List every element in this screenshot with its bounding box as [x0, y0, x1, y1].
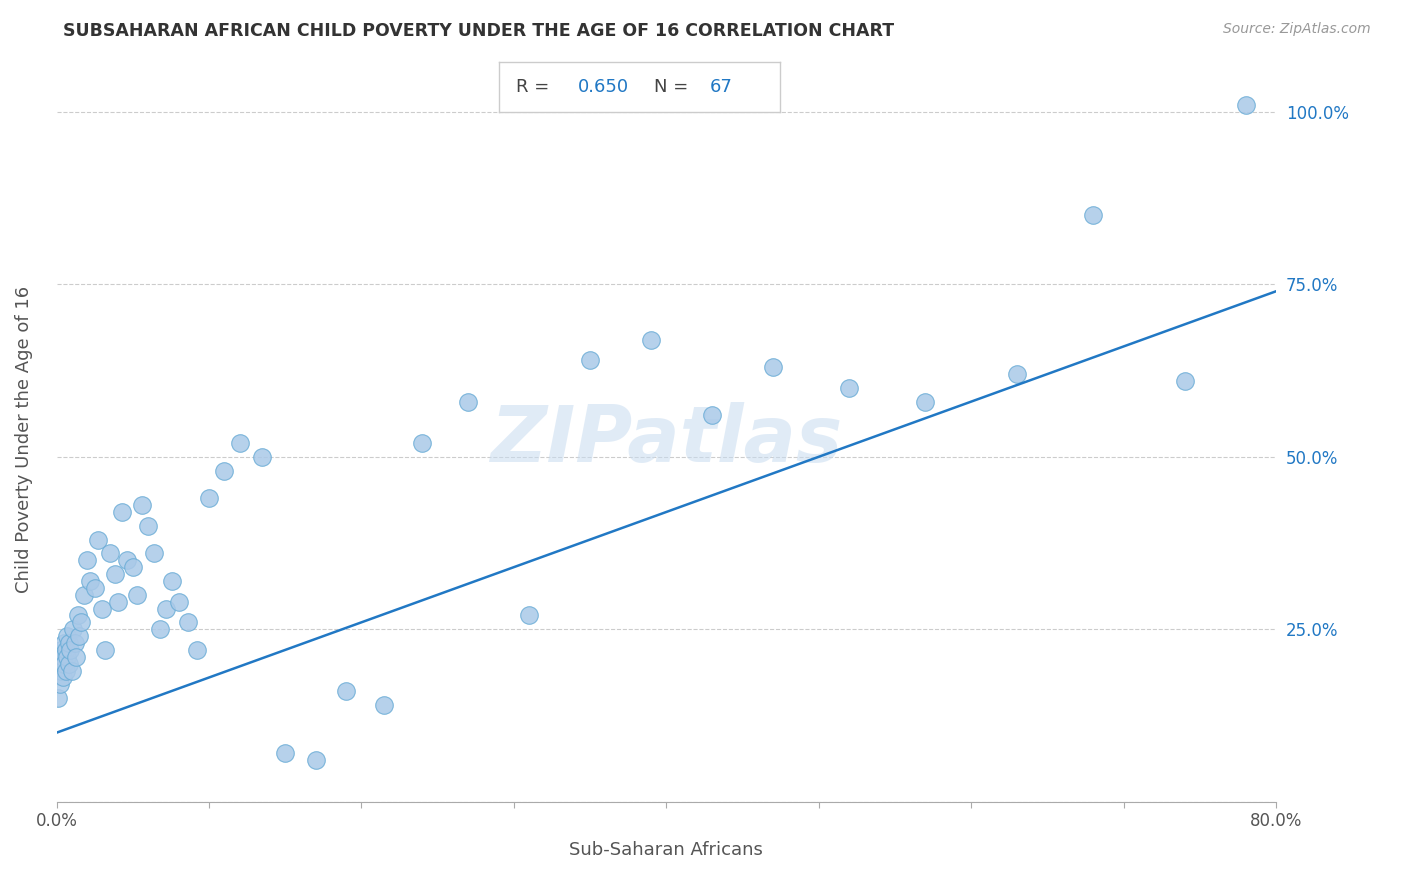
Point — [59, 643, 82, 657]
Point — [131, 498, 153, 512]
Point — [70, 615, 93, 630]
Point — [53, 636, 76, 650]
Point — [91, 601, 114, 615]
Point — [177, 615, 200, 630]
Point — [58, 657, 80, 671]
Point — [373, 698, 395, 712]
Point — [136, 518, 159, 533]
Point — [1083, 208, 1105, 222]
Y-axis label: Child Poverty Under the Age of 16: Child Poverty Under the Age of 16 — [15, 286, 32, 593]
Point — [69, 629, 91, 643]
Point — [162, 574, 184, 588]
Point — [579, 353, 602, 368]
Point — [457, 394, 479, 409]
Point — [274, 747, 297, 761]
Point — [55, 664, 77, 678]
Point — [198, 491, 221, 505]
Point — [186, 643, 208, 657]
Text: N =: N = — [654, 78, 693, 96]
Point — [51, 664, 73, 678]
Point — [127, 588, 149, 602]
Point — [55, 643, 77, 657]
Text: ZIPatlas: ZIPatlas — [491, 401, 842, 477]
Point — [167, 594, 190, 608]
Point — [517, 608, 540, 623]
Point — [640, 333, 662, 347]
Point — [65, 649, 87, 664]
Point — [56, 629, 79, 643]
Point — [46, 691, 69, 706]
Point — [838, 381, 860, 395]
Point — [83, 581, 105, 595]
Point — [107, 594, 129, 608]
Point — [48, 677, 70, 691]
Point — [111, 505, 134, 519]
Text: R =: R = — [516, 78, 555, 96]
Point — [700, 409, 723, 423]
Text: SUBSAHARAN AFRICAN CHILD POVERTY UNDER THE AGE OF 16 CORRELATION CHART: SUBSAHARAN AFRICAN CHILD POVERTY UNDER T… — [63, 22, 894, 40]
Point — [60, 664, 83, 678]
Point — [149, 622, 172, 636]
Point — [228, 436, 250, 450]
Point — [98, 546, 121, 560]
Point — [411, 436, 433, 450]
Point — [58, 636, 80, 650]
Point — [335, 684, 357, 698]
Point — [155, 601, 177, 615]
Point — [1005, 367, 1028, 381]
Point — [63, 636, 86, 650]
Point — [121, 560, 143, 574]
Point — [103, 567, 125, 582]
Point — [52, 649, 75, 664]
Point — [305, 753, 328, 767]
Text: 67: 67 — [710, 78, 733, 96]
Point — [66, 608, 89, 623]
Point — [143, 546, 166, 560]
X-axis label: Sub-Saharan Africans: Sub-Saharan Africans — [569, 841, 763, 859]
Point — [76, 553, 98, 567]
Point — [87, 533, 110, 547]
Point — [94, 643, 117, 657]
Text: Source: ZipAtlas.com: Source: ZipAtlas.com — [1223, 22, 1371, 37]
Point — [56, 649, 79, 664]
Point — [914, 394, 936, 409]
Point — [48, 657, 70, 671]
Point — [53, 657, 76, 671]
Point — [62, 622, 84, 636]
Point — [1174, 374, 1197, 388]
Text: 0.650: 0.650 — [578, 78, 628, 96]
Point — [115, 553, 138, 567]
Point — [51, 643, 73, 657]
Point — [73, 588, 96, 602]
Point — [762, 360, 785, 375]
Point — [52, 671, 75, 685]
Point — [252, 450, 274, 464]
Point — [79, 574, 101, 588]
Point — [214, 464, 236, 478]
Point — [1234, 98, 1257, 112]
